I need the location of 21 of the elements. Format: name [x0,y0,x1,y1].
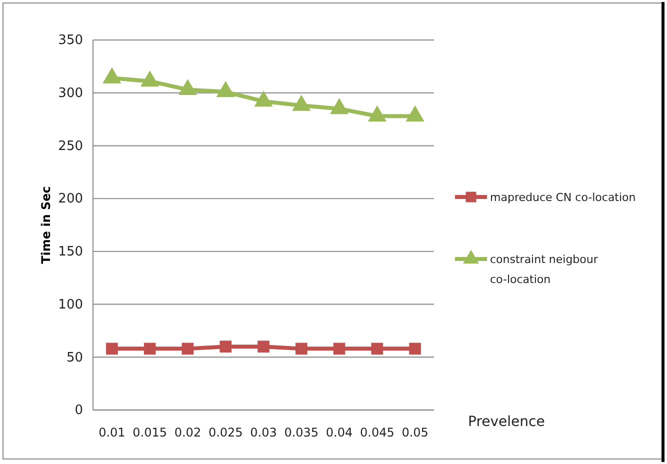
y-tick-label: 250 [58,138,83,154]
y-tick-label: 200 [58,192,83,207]
y-tick-label: 300 [58,86,83,102]
y-tick-label: 350 [58,33,83,48]
x-tick-label: 0.01 [98,426,126,440]
x-tick-label: 0.015 [132,426,168,440]
y-axis-title: Time in Sec [39,186,53,264]
x-tick-label: 0.03 [250,426,277,440]
legend-label: mapreduce CN co-location [490,191,636,204]
x-tick-label: 0.025 [208,426,243,440]
x-tick-label: 0.02 [174,426,202,440]
x-tick-label: 0.045 [360,426,394,440]
x-tick-label: 0.04 [326,426,353,440]
x-axis-title: Prevelence [468,414,545,430]
y-tick-label: 50 [66,350,83,366]
x-tick-label: 0.035 [284,426,319,440]
y-tick-label: 0 [74,403,83,418]
y-tick-label: 100 [58,297,83,312]
legend-label: constraint neigbour co-location [490,253,598,286]
y-tick-label: 150 [58,244,83,260]
x-tick-label: 0.05 [402,426,428,440]
